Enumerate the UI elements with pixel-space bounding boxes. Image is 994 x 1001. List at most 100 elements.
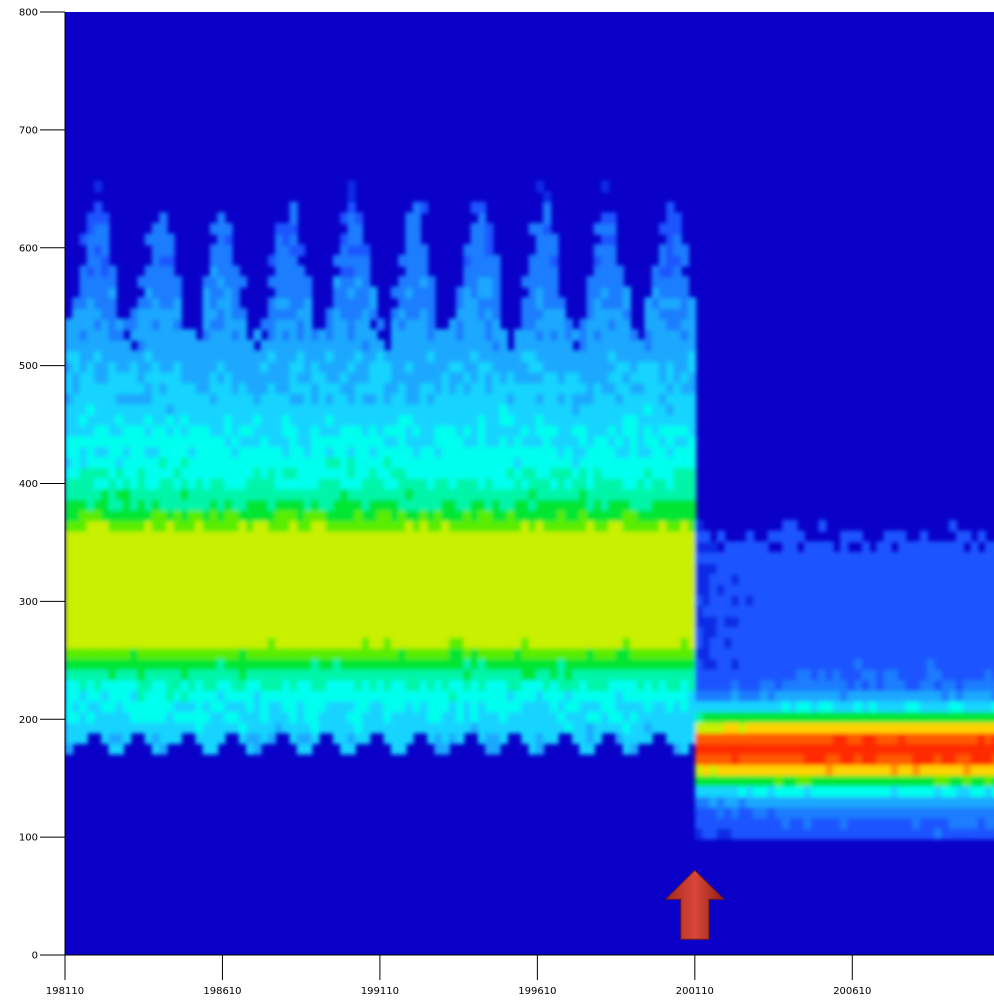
heatmap-cell	[354, 509, 364, 522]
heatmap-cell	[564, 424, 574, 437]
heatmap-cell	[731, 636, 740, 649]
heatmap-cell	[202, 604, 211, 617]
heatmap-cell	[217, 530, 226, 543]
heatmap-cell	[963, 689, 972, 702]
heatmap-cell	[680, 573, 690, 585]
heatmap-cell	[521, 456, 530, 469]
heatmap-cell	[72, 382, 81, 394]
heatmap-cell	[209, 371, 219, 384]
heatmap-cell	[441, 604, 450, 617]
heatmap-cell	[253, 562, 262, 575]
heatmap-cell	[65, 445, 74, 458]
heatmap-cell	[224, 360, 233, 373]
heatmap-cell	[658, 467, 668, 479]
heatmap-cell	[601, 562, 610, 575]
heatmap-cell	[419, 594, 429, 607]
heatmap-cell	[340, 286, 349, 299]
heatmap-cell	[282, 445, 291, 458]
heatmap-cell	[644, 647, 653, 660]
heatmap-cell	[615, 658, 624, 670]
heatmap-cell	[535, 456, 545, 469]
heatmap-cell	[528, 689, 537, 702]
heatmap-cell	[912, 700, 921, 713]
heatmap-cell	[180, 658, 190, 670]
heatmap-cell	[267, 477, 277, 490]
heatmap-cell	[622, 711, 632, 723]
heatmap-cell	[528, 265, 537, 278]
heatmap-cell	[934, 636, 943, 649]
heatmap-cell	[217, 583, 226, 596]
heatmap-cell	[159, 668, 168, 681]
heatmap-cell	[854, 668, 863, 681]
heatmap-cell	[898, 827, 907, 840]
heatmap-cell	[318, 467, 327, 479]
heatmap-cell	[477, 498, 487, 511]
heatmap-cell	[861, 711, 871, 723]
heatmap-cell	[586, 573, 595, 585]
heatmap-cell	[188, 551, 197, 564]
heatmap-cell	[963, 647, 972, 660]
heatmap-cell	[514, 573, 523, 585]
heatmap-cell	[499, 477, 508, 490]
heatmap-cell	[760, 626, 769, 638]
heatmap-cell	[825, 562, 834, 575]
heatmap-cell	[680, 700, 690, 713]
heatmap-cell	[615, 594, 624, 607]
heatmap-cell	[912, 827, 921, 840]
heatmap-cell	[405, 488, 414, 500]
heatmap-cell	[543, 223, 552, 235]
heatmap-cell	[630, 615, 639, 628]
heatmap-cell	[65, 498, 74, 511]
heatmap-cell	[441, 488, 450, 500]
heatmap-cell	[296, 435, 306, 447]
heatmap-cell	[485, 583, 494, 596]
heatmap-cell	[267, 679, 277, 691]
heatmap-cell	[166, 456, 175, 469]
heatmap-cell	[470, 562, 479, 575]
heatmap-cell	[260, 594, 269, 607]
heatmap-cell	[477, 233, 487, 246]
heatmap-cell	[572, 647, 581, 660]
heatmap-cell	[246, 541, 255, 554]
heatmap-cell	[209, 573, 219, 585]
heatmap-cell	[166, 467, 175, 479]
heatmap-cell	[267, 583, 277, 596]
heatmap-cell	[601, 414, 610, 426]
heatmap-cell	[550, 615, 559, 628]
heatmap-cell	[550, 297, 559, 310]
heatmap-cell	[680, 276, 690, 288]
heatmap-cell	[456, 297, 465, 310]
heatmap-cell	[325, 403, 335, 416]
heatmap-cell	[615, 551, 624, 564]
heatmap-cell	[506, 382, 516, 394]
heatmap-cell	[195, 679, 204, 691]
heatmap-cell	[224, 488, 233, 500]
heatmap-cell	[970, 721, 979, 734]
heatmap-cell	[224, 414, 233, 426]
heatmap-cell	[86, 435, 96, 447]
heatmap-cell	[463, 626, 472, 638]
heatmap-cell	[122, 721, 132, 734]
heatmap-cell	[318, 371, 327, 384]
heatmap-cell	[86, 414, 96, 426]
heatmap-cell	[593, 658, 603, 670]
heatmap-cell	[94, 679, 103, 691]
heatmap-cell	[65, 488, 74, 500]
heatmap-cell	[550, 541, 559, 554]
heatmap-cell	[419, 424, 429, 437]
heatmap-cell	[383, 414, 393, 426]
heatmap-cell	[412, 223, 422, 235]
heatmap-cell	[666, 445, 675, 458]
heatmap-cell	[456, 488, 465, 500]
heatmap-cell	[514, 636, 523, 649]
heatmap-cell	[376, 615, 385, 628]
heatmap-cell	[890, 711, 900, 723]
heatmap-cell	[86, 711, 96, 723]
heatmap-cell	[412, 541, 422, 554]
heatmap-cell	[383, 615, 393, 628]
heatmap-cell	[180, 711, 190, 723]
heatmap-cell	[955, 604, 965, 617]
heatmap-cell	[434, 477, 443, 490]
heatmap-cell	[65, 583, 74, 596]
heatmap-cell	[796, 658, 805, 670]
